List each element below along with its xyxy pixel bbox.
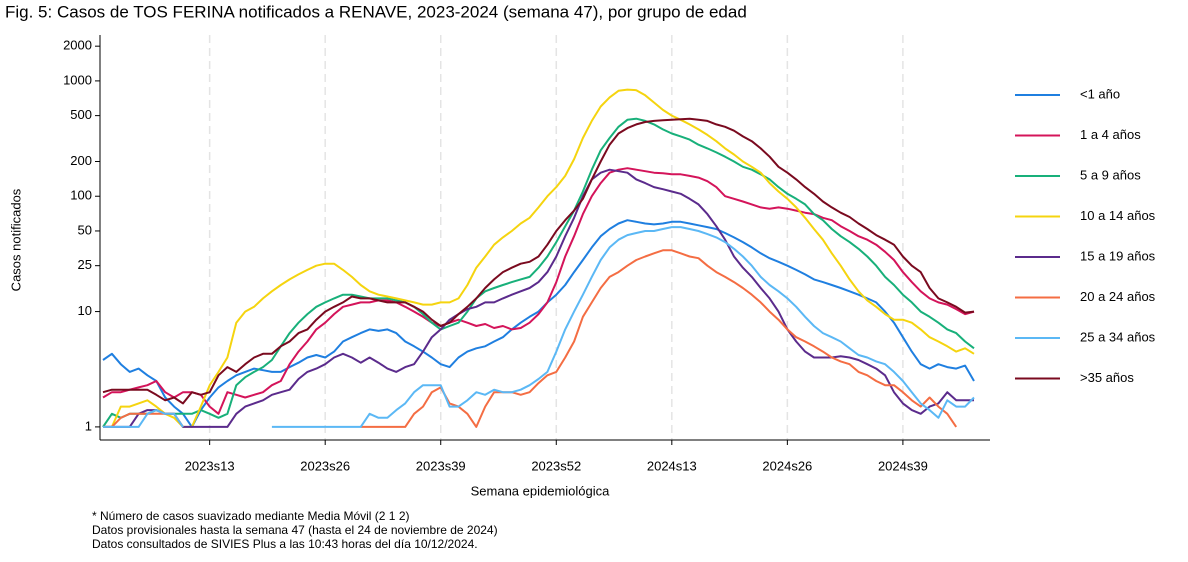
legend-label: >35 años — [1080, 370, 1134, 385]
y-tick-label: 200 — [70, 153, 92, 168]
legend-label: 1 a 4 años — [1080, 127, 1141, 142]
legend-label: 10 a 14 años — [1080, 208, 1156, 223]
note: * Número de casos suavizado mediante Med… — [92, 509, 409, 523]
series-line — [102, 117, 975, 405]
y-tick-label: 50 — [78, 222, 92, 237]
y-tick-label: 2000 — [63, 38, 92, 53]
series-line — [103, 88, 975, 428]
x-tick-label: 2024s13 — [647, 458, 697, 473]
series-line — [103, 168, 974, 428]
y-tick-label: 1000 — [63, 72, 92, 87]
series-line — [102, 167, 975, 415]
y-tick-label: 500 — [70, 107, 92, 122]
y-tick-label: 100 — [70, 188, 92, 203]
series-line — [103, 226, 975, 428]
legend-label: 20 a 24 años — [1080, 289, 1156, 304]
x-tick-label: 2023s26 — [300, 458, 350, 473]
note: Datos provisionales hasta la semana 47 (… — [92, 523, 498, 537]
series-line — [102, 219, 975, 428]
legend-label: <1 año — [1080, 86, 1120, 101]
legend-label: 5 a 9 años — [1080, 167, 1141, 182]
chart-title: Fig. 5: Casos de TOS FERINA notificados … — [5, 2, 747, 21]
y-tick-label: 10 — [78, 303, 92, 318]
x-axis-label: Semana epidemiológica — [471, 483, 611, 498]
x-tick-label: 2024s39 — [878, 458, 928, 473]
series-line — [102, 117, 975, 428]
x-tick-label: 2024s26 — [762, 458, 812, 473]
x-tick-label: 2023s52 — [531, 458, 581, 473]
x-tick-label: 2023s39 — [416, 458, 466, 473]
y-tick-label: 1 — [85, 418, 92, 433]
note: Datos consultados de SIVIES Plus a las 1… — [92, 537, 478, 551]
legend-label: 25 a 34 años — [1080, 329, 1156, 344]
y-axis-label: Casos notificados — [8, 188, 23, 291]
legend-label: 15 a 19 años — [1080, 248, 1156, 263]
y-tick-label: 25 — [78, 257, 92, 272]
x-tick-label: 2023s13 — [185, 458, 235, 473]
